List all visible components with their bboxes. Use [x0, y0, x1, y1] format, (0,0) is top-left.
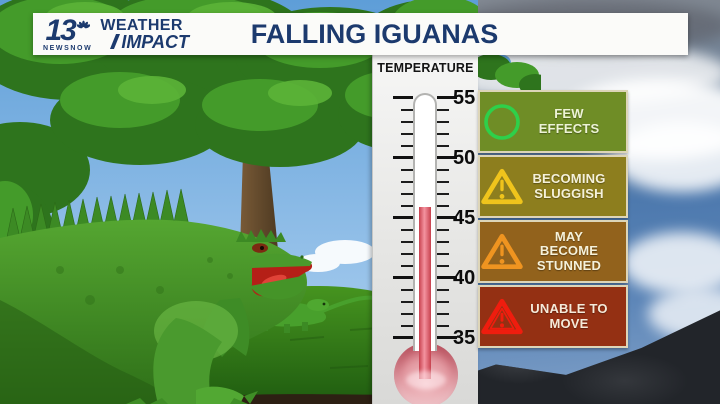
warning-triangle-icon [481, 168, 523, 204]
bulb-highlight [406, 371, 446, 389]
impact-level-may-become-stunned: MAY BECOME STUNNED [478, 220, 628, 283]
major-tick [393, 96, 413, 99]
warning-triangle-icon [481, 233, 523, 269]
impact-label: UNABLE TO MOVE [530, 301, 608, 331]
tick-label: 50 [453, 147, 476, 169]
impact-level-unable-to-move: UNABLE TO MOVE [478, 285, 628, 348]
cloud [612, 122, 720, 192]
page-title: FALLING IGUANAS [250, 18, 499, 49]
thermometer-heading: TEMPERATURE [377, 61, 474, 75]
tick-label: 35 [453, 327, 476, 349]
tick-label: 40 [453, 267, 476, 289]
station-tagline: NEWSNOW [43, 44, 93, 52]
thermometer-panel: TEMPERATURE 55 50 45 40 35 [372, 55, 478, 404]
major-tick [437, 276, 457, 279]
brand-line2: IMPACT [121, 31, 189, 52]
thermometer-tube [413, 93, 437, 353]
foreground-iguana [0, 188, 313, 404]
cloud [622, 232, 720, 294]
station-number: 13 [45, 13, 76, 47]
weather-impact-logo: WEATHER IMPACT [100, 16, 189, 52]
impact-label: BECOMING SLUGGISH [532, 171, 606, 201]
major-tick [393, 216, 413, 219]
major-tick [437, 216, 457, 219]
circle-icon [484, 103, 520, 140]
major-tick [437, 156, 457, 159]
major-tick [393, 276, 413, 279]
tick-label: 45 [453, 207, 476, 229]
station-logo: 13 NEWSNOW [43, 13, 93, 52]
impact-level-becoming-sluggish: BECOMING SLUGGISH [478, 155, 628, 218]
impact-level-few-effects: FEW EFFECTS [478, 90, 628, 153]
impact-levels-panel: FEW EFFECTS BECOMING SLUGGISH MAY BE [478, 90, 628, 350]
banner: 13 NEWSNOW WEATHER [33, 13, 688, 55]
thermometer-fluid [419, 207, 431, 353]
major-tick [437, 96, 457, 99]
foliage-peek [477, 55, 541, 95]
nbc-peacock-icon [76, 20, 90, 28]
major-tick [393, 336, 413, 339]
tick-label: 55 [453, 87, 476, 109]
major-tick [393, 156, 413, 159]
lightning-slash-icon [110, 34, 121, 49]
brand-line1: WEATHER [100, 16, 183, 34]
warning-triangle-icon [481, 298, 523, 334]
impact-label: MAY BECOME STUNNED [536, 229, 602, 273]
major-tick [437, 336, 457, 339]
impact-label: FEW EFFECTS [538, 106, 600, 136]
